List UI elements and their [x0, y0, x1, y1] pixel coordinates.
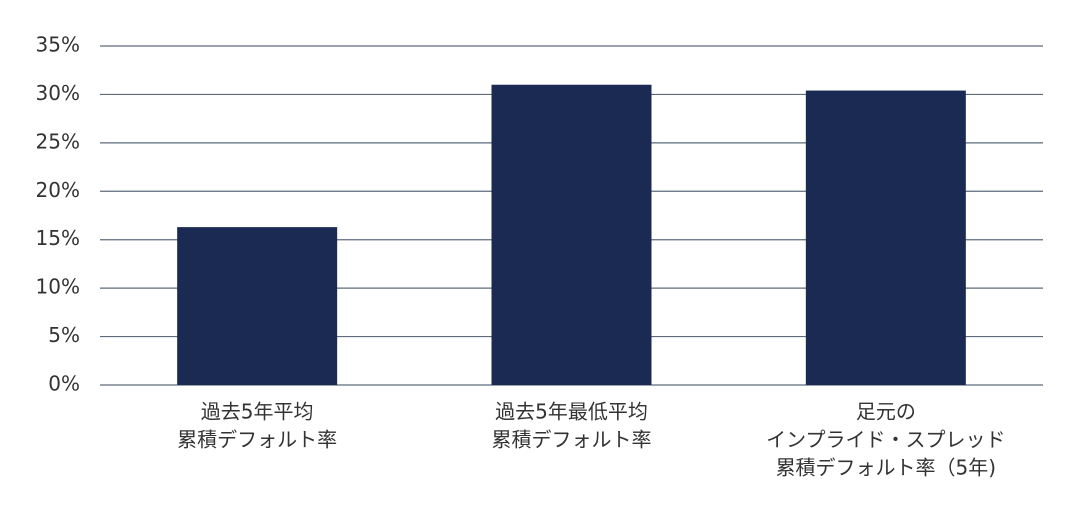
y-tick-label: 25%	[36, 129, 80, 153]
y-tick-label: 10%	[36, 275, 80, 299]
x-tick-label: 累積デフォルト率（5年)	[776, 456, 997, 480]
x-tick-label: 過去5年平均	[201, 400, 314, 424]
x-tick-label: 累積デフォルト率	[177, 428, 337, 452]
bar	[491, 84, 652, 385]
y-tick-label: 20%	[36, 178, 80, 202]
y-tick-label: 30%	[36, 81, 80, 105]
y-tick-label: 15%	[36, 226, 80, 250]
y-tick-label: 0%	[48, 372, 80, 396]
x-tick-label: 過去5年最低平均	[495, 400, 648, 424]
y-tick-label: 35%	[36, 33, 80, 57]
x-tick-label: インプライド・スプレッド	[766, 428, 1005, 452]
bar	[177, 227, 338, 385]
bar	[805, 90, 966, 385]
x-tick-label: 累積デフォルト率	[492, 428, 652, 452]
x-tick-label: 足元の	[856, 400, 916, 424]
y-tick-label: 5%	[48, 323, 80, 347]
